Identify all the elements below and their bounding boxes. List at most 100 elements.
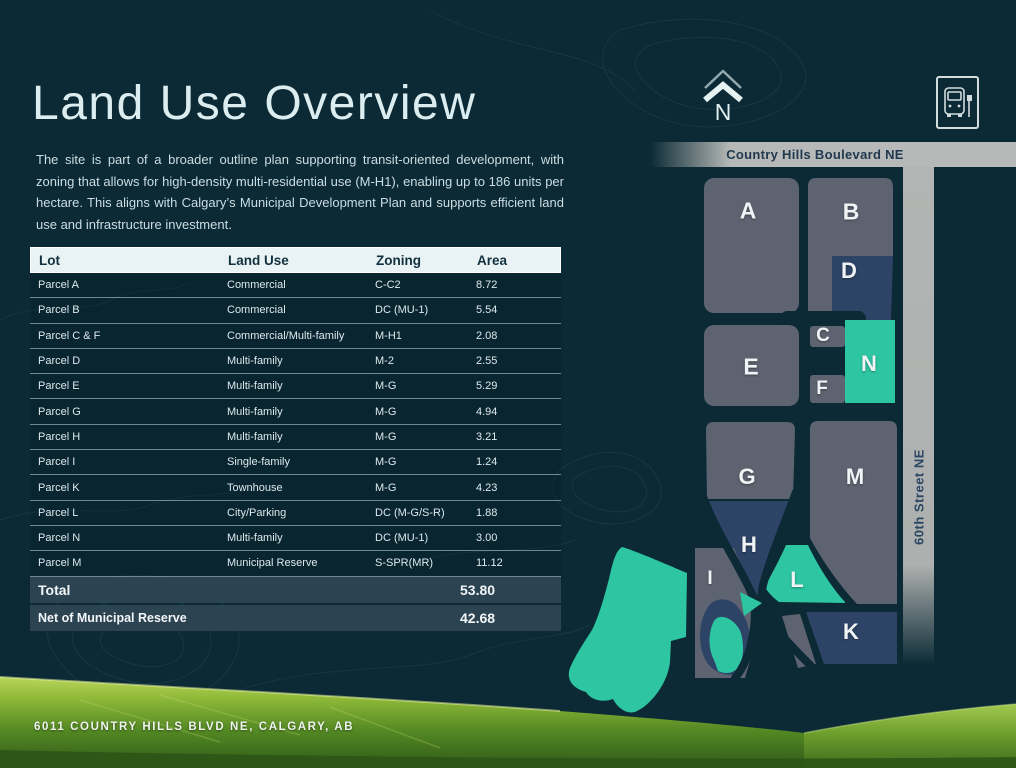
cell-area: 3.00 xyxy=(476,532,498,545)
cell-land-use: Multi-family xyxy=(227,405,283,418)
parcel-g-shape xyxy=(706,422,795,499)
parcel-n-shape xyxy=(845,320,895,403)
cell-lot: Parcel N xyxy=(38,532,81,545)
total-row: Total 53.80 xyxy=(30,577,561,603)
cell-lot: Parcel K xyxy=(38,481,80,494)
east-block xyxy=(935,167,1016,480)
cell-area: 1.88 xyxy=(476,506,498,519)
col-header-zoning: Zoning xyxy=(376,252,421,268)
table-row: Parcel A Commercial C-C2 8.72 xyxy=(30,273,561,299)
parcel-label-h: H xyxy=(741,532,757,557)
road-stub xyxy=(780,311,866,326)
cell-lot: Parcel E xyxy=(38,380,80,393)
parcel-label-c: C xyxy=(816,325,830,346)
cell-land-use: Multi-family xyxy=(227,430,283,443)
parcel-k-shape xyxy=(806,612,897,664)
table-row: Parcel M Municipal Reserve S-SPR(MR) 11.12 xyxy=(30,551,561,577)
gray-wedge xyxy=(782,614,816,668)
parcel-label-d: D xyxy=(841,258,857,283)
cell-land-use: Commercial xyxy=(227,279,286,292)
cell-zoning: M-2 xyxy=(375,355,394,368)
cell-area: 11.12 xyxy=(476,557,503,570)
cell-area: 5.29 xyxy=(476,380,498,393)
parcel-label-k: K xyxy=(843,619,859,644)
col-header-lot: Lot xyxy=(39,252,60,268)
cell-zoning: DC (M-G/S-R) xyxy=(375,506,445,519)
cell-lot: Parcel L xyxy=(38,506,79,519)
loop-green xyxy=(709,616,744,674)
cell-lot: Parcel I xyxy=(38,456,76,469)
table-row: Parcel B Commercial DC (MU-1) 5.54 xyxy=(30,298,561,324)
cell-lot: Parcel A xyxy=(38,279,79,292)
parcel-a-shape xyxy=(704,178,799,313)
cell-lot: Parcel B xyxy=(38,304,80,317)
boulevard-road xyxy=(650,142,1016,167)
parcel-b-shape xyxy=(808,178,893,311)
green-wedge xyxy=(740,592,762,616)
parcel-label-i: I xyxy=(707,568,713,589)
parcel-c-shape xyxy=(810,326,845,347)
parcel-f-shape xyxy=(810,375,845,403)
cell-zoning: M-G xyxy=(375,405,397,418)
cell-lot: Parcel D xyxy=(38,355,81,368)
cell-zoning: M-H1 xyxy=(375,329,402,342)
col-header-area: Area xyxy=(477,252,508,268)
north-label: N xyxy=(714,99,732,125)
table-header: Lot Land Use Zoning Area xyxy=(30,247,561,273)
site-address: 6011 COUNTRY HILLS BLVD NE, CALGARY, AB xyxy=(34,721,355,733)
net-row: Net of Municipal Reserve 42.68 xyxy=(30,605,561,631)
table-row: Parcel G Multi-family M-G 4.94 xyxy=(30,399,561,425)
street-road xyxy=(903,167,934,665)
cell-zoning: M-G xyxy=(375,456,397,469)
cell-zoning: DC (MU-1) xyxy=(375,304,429,317)
table-body: Parcel A Commercial C-C2 8.72 Parcel B Comme… xyxy=(30,273,561,577)
cell-zoning: S-SPR(MR) xyxy=(375,557,434,570)
total-value: 53.80 xyxy=(460,582,496,598)
cell-area: 4.23 xyxy=(476,481,498,494)
cell-area: 8.72 xyxy=(476,279,498,292)
cell-zoning: DC (MU-1) xyxy=(375,532,429,545)
cell-land-use: City/Parking xyxy=(227,506,287,519)
table-row: Parcel N Multi-family DC (MU-1) 3.00 xyxy=(30,526,561,552)
total-label: Total xyxy=(38,582,71,598)
parcel-e-shape xyxy=(704,325,799,406)
page-title: Land Use Overview xyxy=(32,77,477,131)
col-header-land-use: Land Use xyxy=(228,252,289,268)
cell-area: 1.24 xyxy=(476,456,498,469)
street-road-label: 60th Street NE xyxy=(911,449,927,545)
cell-land-use: Single-family xyxy=(227,456,290,469)
cell-area: 2.55 xyxy=(476,355,498,368)
table-row: Parcel L City/Parking DC (M-G/S-R) 1.88 xyxy=(30,501,561,526)
grass-foreground xyxy=(0,676,1016,768)
parcel-h-shape xyxy=(707,501,793,596)
table-row: Parcel H Multi-family M-G 3.21 xyxy=(30,425,561,451)
cell-land-use: Commercial/Multi-family xyxy=(227,329,345,342)
parcel-label-l: L xyxy=(790,567,804,592)
cell-lot: Parcel C & F xyxy=(38,329,101,342)
net-label: Net of Municipal Reserve xyxy=(38,611,187,625)
parcel-label-g: G xyxy=(738,464,756,489)
parcel-d-shape xyxy=(832,256,893,320)
cell-land-use: Multi-family xyxy=(227,532,283,545)
table-row: Parcel K Townhouse M-G 4.23 xyxy=(30,475,561,501)
table-row: Parcel C & F Commercial/Multi-family M-H1 2… xyxy=(30,324,561,349)
green-space-blob xyxy=(568,547,687,713)
cell-land-use: Multi-family xyxy=(227,380,283,393)
cell-area: 4.94 xyxy=(476,405,498,418)
parcel-m-shape xyxy=(810,421,897,604)
cell-land-use: Multi-family xyxy=(227,355,283,368)
cell-area: 5.54 xyxy=(476,304,498,317)
cell-lot: Parcel H xyxy=(38,430,81,443)
cell-area: 2.08 xyxy=(476,329,498,342)
parcel-label-n: N xyxy=(861,351,877,376)
parcel-label-b: B xyxy=(842,198,860,225)
cell-zoning: M-G xyxy=(375,380,397,393)
cell-area: 3.21 xyxy=(476,430,498,443)
bus-stop-icon xyxy=(936,76,979,129)
cell-land-use: Townhouse xyxy=(227,481,283,494)
table-row: Parcel E Multi-family M-G 5.29 xyxy=(30,374,561,400)
cell-zoning: M-G xyxy=(375,481,397,494)
net-value: 42.68 xyxy=(460,610,496,626)
cell-land-use: Municipal Reserve xyxy=(227,557,318,570)
